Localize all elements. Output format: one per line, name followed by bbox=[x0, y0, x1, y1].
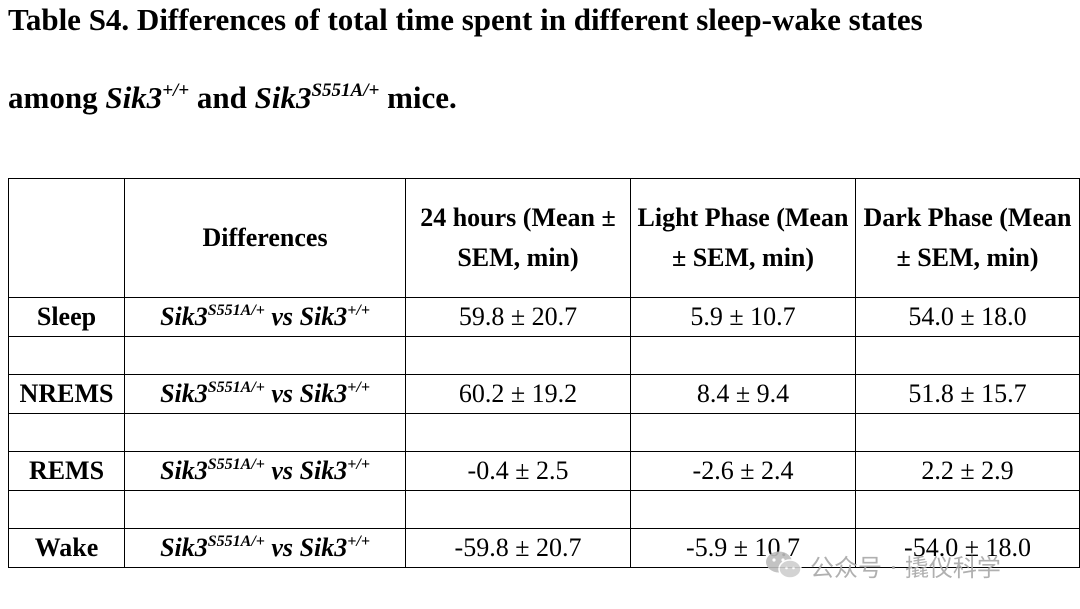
table-row-nrems: NREMS Sik3S551A/+ vs Sik3+/+ 60.2 ± 19.2… bbox=[8, 374, 1080, 414]
state-label: NREMS bbox=[8, 374, 125, 414]
value-dark: 2.2 ± 2.9 bbox=[855, 451, 1080, 491]
header-differences: Differences bbox=[124, 178, 406, 298]
value-24h: 59.8 ± 20.7 bbox=[405, 297, 631, 337]
header-light-phase: Light Phase (Mean ± SEM, min) bbox=[630, 178, 856, 298]
value-24h: -0.4 ± 2.5 bbox=[405, 451, 631, 491]
comparison-cell: Sik3S551A/+ vs Sik3+/+ bbox=[124, 374, 406, 414]
comparison-cell: Sik3S551A/+ vs Sik3+/+ bbox=[124, 451, 406, 491]
header-24-hours: 24 hours (Mean ± SEM, min) bbox=[405, 178, 631, 298]
title-and: and bbox=[189, 80, 255, 115]
comparison-cell: Sik3S551A/+ vs Sik3+/+ bbox=[124, 528, 406, 568]
value-dark: 51.8 ± 15.7 bbox=[855, 374, 1080, 414]
title-gene-mut: Sik3 bbox=[254, 80, 312, 115]
title-line-1: Table S4. Differences of total time spen… bbox=[8, 2, 923, 37]
title-prefix: among bbox=[8, 80, 106, 115]
table-spacer-row bbox=[8, 413, 1080, 452]
value-light: 8.4 ± 9.4 bbox=[630, 374, 856, 414]
table-row-rems: REMS Sik3S551A/+ vs Sik3+/+ -0.4 ± 2.5 -… bbox=[8, 451, 1080, 491]
table-row-wake: Wake Sik3S551A/+ vs Sik3+/+ -59.8 ± 20.7… bbox=[8, 528, 1080, 568]
title-line-2: among Sik3+/+ and Sik3S551A/+ mice. bbox=[8, 78, 457, 123]
comparison-cell: Sik3S551A/+ vs Sik3+/+ bbox=[124, 297, 406, 337]
sleep-wake-table: Differences 24 hours (Mean ± SEM, min) L… bbox=[8, 178, 1080, 568]
title-mut-genotype: S551A/+ bbox=[311, 80, 380, 101]
title-gene-wt: Sik3 bbox=[105, 80, 163, 115]
value-light: -5.9 ± 10.7 bbox=[630, 528, 856, 568]
header-dark-phase: Dark Phase (Mean ± SEM, min) bbox=[855, 178, 1080, 298]
title-wt-genotype: +/+ bbox=[162, 80, 190, 101]
table-header-row: Differences 24 hours (Mean ± SEM, min) L… bbox=[8, 178, 1080, 298]
title-suffix: mice. bbox=[379, 80, 457, 115]
state-label: Wake bbox=[8, 528, 125, 568]
state-label: REMS bbox=[8, 451, 125, 491]
value-light: -2.6 ± 2.4 bbox=[630, 451, 856, 491]
header-state bbox=[8, 178, 125, 298]
value-light: 5.9 ± 10.7 bbox=[630, 297, 856, 337]
table-spacer-row bbox=[8, 490, 1080, 529]
state-label: Sleep bbox=[8, 297, 125, 337]
table-row-sleep: Sleep Sik3S551A/+ vs Sik3+/+ 59.8 ± 20.7… bbox=[8, 297, 1080, 337]
value-24h: 60.2 ± 19.2 bbox=[405, 374, 631, 414]
table-spacer-row bbox=[8, 336, 1080, 375]
value-24h: -59.8 ± 20.7 bbox=[405, 528, 631, 568]
value-dark: 54.0 ± 18.0 bbox=[855, 297, 1080, 337]
value-dark: -54.0 ± 18.0 bbox=[855, 528, 1080, 568]
